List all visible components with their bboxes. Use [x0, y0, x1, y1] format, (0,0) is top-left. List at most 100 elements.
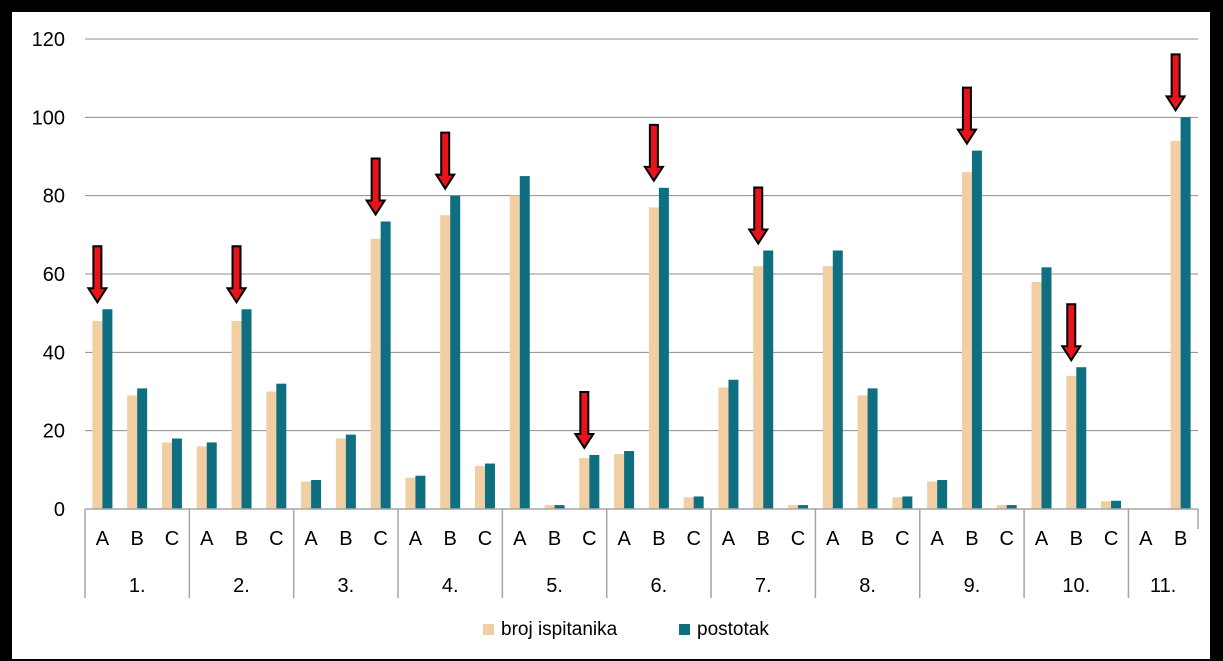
- x-category-label: B: [339, 528, 352, 550]
- bar-postotak: [971, 150, 982, 509]
- red-down-arrow-icon: [86, 245, 109, 305]
- bar-postotak: [311, 480, 322, 509]
- y-tick-label: 100: [32, 107, 65, 129]
- x-category-label: C: [1104, 528, 1118, 550]
- bar-broj-ispitanika: [1031, 281, 1042, 509]
- y-tick-label: 40: [43, 342, 65, 364]
- bar-postotak: [1076, 367, 1087, 509]
- bar-postotak: [484, 463, 495, 509]
- bar-postotak: [206, 442, 217, 509]
- red-down-arrow-icon: [573, 390, 596, 450]
- bar-postotak: [345, 434, 356, 509]
- bar-broj-ispitanika: [822, 266, 833, 509]
- bar-postotak: [624, 451, 635, 509]
- bar-broj-ispitanika: [718, 387, 729, 509]
- x-category-label: B: [1070, 528, 1083, 550]
- x-category-label: C: [582, 528, 596, 550]
- bar-postotak: [171, 438, 182, 509]
- bar-postotak: [763, 250, 774, 509]
- bar-broj-ispitanika: [1066, 375, 1077, 509]
- y-tick-label: 60: [43, 264, 65, 286]
- x-category-label: C: [686, 528, 700, 550]
- x-group-label: 10.: [1062, 575, 1090, 597]
- bar-broj-ispitanika: [1170, 140, 1181, 510]
- x-group-label: 9.: [964, 575, 981, 597]
- bar-broj-ispitanika: [196, 446, 207, 509]
- x-group-label: 1.: [129, 575, 146, 597]
- bar-postotak: [728, 379, 739, 509]
- bar-broj-ispitanika: [335, 438, 346, 509]
- legend-label: postotak: [697, 619, 769, 640]
- bar-broj-ispitanika: [788, 505, 799, 509]
- y-tick-label: 20: [43, 421, 65, 443]
- x-category-label: B: [965, 528, 978, 550]
- red-down-arrow-icon: [1164, 53, 1187, 113]
- bar-broj-ispitanika: [544, 505, 555, 509]
- bar-postotak: [832, 250, 843, 509]
- x-category-label: B: [235, 528, 248, 550]
- bar-postotak: [589, 454, 600, 509]
- x-category-label: C: [478, 528, 492, 550]
- bar-broj-ispitanika: [405, 477, 416, 509]
- x-category-label: A: [409, 528, 423, 550]
- x-category-label: C: [999, 528, 1013, 550]
- bar-broj-ispitanika: [127, 395, 138, 509]
- bar-postotak: [450, 195, 461, 509]
- x-category-label: B: [757, 528, 770, 550]
- x-group-label: 4.: [442, 575, 459, 597]
- bar-postotak: [693, 496, 704, 509]
- bar-broj-ispitanika: [961, 172, 972, 509]
- legend-swatch-postotak: [679, 624, 690, 635]
- x-group-label: 5.: [546, 575, 563, 597]
- y-tick-label: 0: [54, 499, 65, 521]
- bar-postotak: [1041, 267, 1052, 509]
- legend-swatch-broj-ispitanika: [483, 624, 494, 635]
- x-group-label: 3.: [338, 575, 355, 597]
- chart-frame: 0 20 40 60 80 100 120 A B C A B C A B C A B C A B C A B C A B C A B C A…: [12, 12, 1210, 659]
- bar-broj-ispitanika: [370, 238, 381, 509]
- bar-broj-ispitanika: [509, 195, 520, 509]
- x-category-label: B: [1174, 528, 1187, 550]
- x-category-label: B: [861, 528, 874, 550]
- x-group-label: 7.: [755, 575, 772, 597]
- red-down-arrow-icon: [747, 186, 770, 246]
- red-down-arrow-icon: [434, 131, 457, 191]
- x-category-label: B: [652, 528, 665, 550]
- bar-broj-ispitanika: [683, 497, 694, 509]
- bar-postotak: [867, 388, 878, 509]
- bar-broj-ispitanika: [440, 215, 451, 509]
- x-category-label: C: [373, 528, 387, 550]
- bar-broj-ispitanika: [996, 505, 1007, 509]
- x-category-label: A: [1035, 528, 1049, 550]
- bar-postotak: [519, 176, 530, 510]
- bar-broj-ispitanika: [301, 481, 312, 509]
- bar-broj-ispitanika: [927, 481, 938, 509]
- x-category-label: A: [1139, 528, 1153, 550]
- red-down-arrow-icon: [225, 245, 248, 305]
- bar-postotak: [658, 187, 669, 510]
- legend-label: broj ispitanika: [501, 619, 618, 640]
- bar-postotak: [798, 505, 809, 509]
- red-down-arrow-icon: [1060, 303, 1083, 363]
- bar-postotak: [1006, 505, 1017, 509]
- bar-broj-ispitanika: [161, 442, 172, 509]
- x-category-label: C: [895, 528, 909, 550]
- red-down-arrow-icon: [956, 86, 978, 146]
- bar-postotak: [902, 496, 913, 509]
- bar-broj-ispitanika: [579, 458, 590, 509]
- bar-broj-ispitanika: [231, 321, 242, 509]
- x-category-label: A: [200, 528, 214, 550]
- bar-postotak: [276, 383, 287, 509]
- bar-postotak: [380, 221, 391, 509]
- x-group-label: 6.: [651, 575, 668, 597]
- x-category-label: A: [722, 528, 736, 550]
- red-down-arrow-icon: [364, 157, 387, 217]
- x-category-label: C: [269, 528, 283, 550]
- x-category-label: B: [548, 528, 561, 550]
- bar-postotak: [102, 309, 113, 509]
- bar-broj-ispitanika: [892, 497, 903, 509]
- x-group-label: 11.: [1150, 575, 1176, 597]
- x-category-label: C: [165, 528, 179, 550]
- red-down-arrow-icon: [643, 123, 665, 183]
